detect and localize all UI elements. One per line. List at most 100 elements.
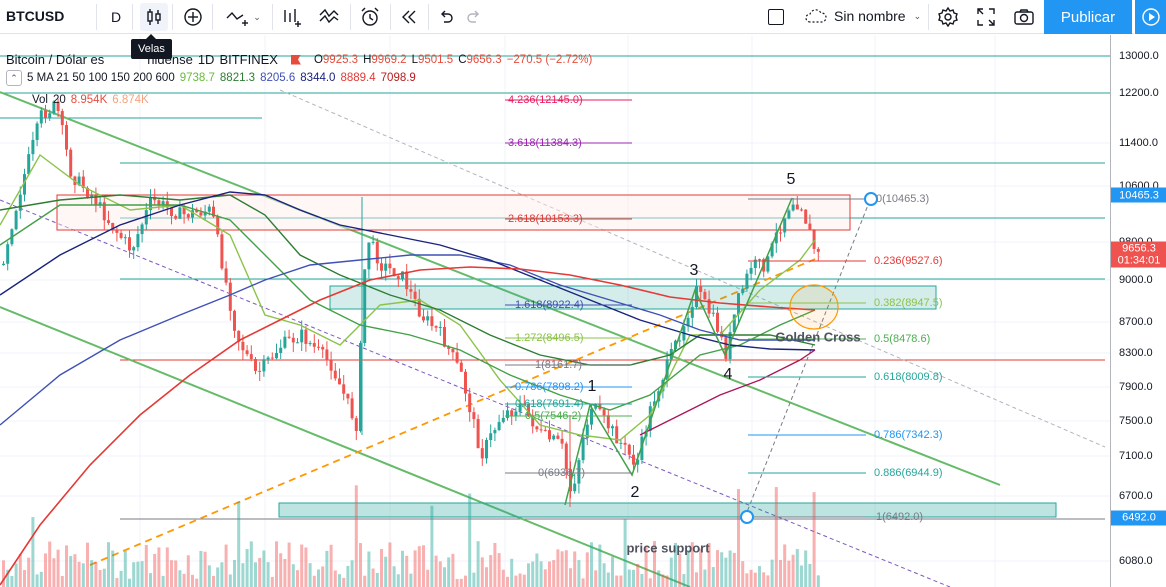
candle-body	[611, 426, 614, 429]
candle-body	[178, 207, 182, 219]
candle-body	[266, 357, 270, 360]
candle-body	[128, 237, 131, 251]
volume-bar	[35, 574, 39, 587]
candle-body	[640, 436, 644, 460]
fib-level-label: 0.618(7691.4)	[515, 398, 584, 410]
candle-body	[514, 411, 518, 416]
candle-body	[275, 353, 278, 359]
candle-body	[636, 459, 640, 465]
price-tick-label: 12200.0	[1119, 87, 1159, 99]
candle-body	[90, 195, 94, 197]
volume-bar	[426, 569, 430, 587]
alert-button[interactable]	[356, 3, 384, 31]
candle-body	[816, 248, 820, 252]
candle-body	[144, 210, 148, 225]
volume-bar	[552, 560, 556, 587]
volume-bar	[686, 550, 690, 587]
settings-button[interactable]	[934, 3, 962, 31]
play-button[interactable]	[1134, 0, 1166, 34]
candle-body	[766, 256, 770, 272]
volume-bar	[800, 565, 803, 587]
price-tag: 01:34:01	[1111, 252, 1166, 268]
candle-body	[543, 429, 547, 431]
replay-button[interactable]	[396, 3, 422, 31]
volume-bar	[77, 561, 81, 587]
volume-bar	[216, 567, 220, 587]
volume-bar	[774, 487, 778, 587]
price-support-label: price support	[626, 540, 710, 556]
volume-bar	[501, 569, 505, 587]
volume-bar	[695, 572, 698, 587]
chart-pane[interactable]: Bitcoin / Dólar es nidense 1D BITFINEX O…	[0, 35, 1110, 587]
candle-body	[518, 403, 522, 412]
fullscreen-icon	[977, 8, 995, 26]
fib-level-label: 0.618(8009.8)	[874, 371, 943, 383]
volume-bar	[182, 573, 186, 587]
chart-type-button[interactable]	[140, 3, 168, 31]
candle-body	[18, 194, 22, 211]
volume-bar	[39, 571, 43, 587]
candle-body	[564, 443, 568, 470]
candle-body	[539, 429, 543, 431]
volume-bar	[157, 547, 161, 587]
candle-body	[52, 101, 56, 114]
volume-bar	[195, 578, 199, 587]
price-axis[interactable]: 13000.012200.011400.010600.09800.09000.0…	[1110, 35, 1166, 587]
candle-body	[102, 202, 106, 221]
layout-checkbox[interactable]	[768, 9, 784, 25]
channel-line	[0, 306, 691, 587]
volume-bar	[816, 575, 820, 587]
volume-ma-value: 6.874K	[112, 94, 149, 106]
volume-bar	[720, 552, 724, 587]
fullscreen-button[interactable]	[972, 3, 1000, 31]
volume-bar	[132, 562, 136, 587]
candle-body	[136, 234, 140, 248]
add-indicator-button[interactable]	[180, 3, 206, 31]
candle-body	[703, 291, 707, 300]
volume-bar	[69, 556, 73, 587]
volume-bar	[81, 563, 85, 587]
toolbar-divider	[390, 4, 391, 30]
volume-bar	[648, 578, 652, 587]
volume-bar	[144, 544, 148, 587]
chevron-up-icon[interactable]: ⌃	[6, 70, 22, 86]
candle-body	[182, 207, 186, 215]
publish-button[interactable]: Publicar	[1044, 0, 1132, 34]
redo-button[interactable]	[462, 3, 486, 31]
symbol-search-button[interactable]: BTCUSD	[6, 8, 65, 24]
volume-bar	[615, 575, 619, 587]
volume-bar	[275, 541, 278, 587]
candle-body	[417, 298, 421, 317]
toolbar-divider	[350, 4, 351, 30]
candle-body	[548, 430, 551, 440]
candle-body	[594, 404, 598, 409]
compare-button[interactable]	[316, 3, 344, 31]
candle-body	[493, 430, 497, 434]
volume-bar	[10, 576, 14, 587]
undo-button[interactable]	[434, 3, 458, 31]
volume-label: Vol	[32, 94, 48, 106]
snapshot-button[interactable]	[1010, 3, 1038, 31]
price-chart[interactable]	[0, 35, 1110, 587]
volume-bar	[270, 577, 274, 587]
candle-body	[774, 232, 778, 244]
indicators-button[interactable]: ⌄	[220, 3, 266, 31]
volume-bar	[497, 553, 501, 587]
layout-name-button[interactable]: Sin nombre ⌄	[804, 8, 921, 24]
flag-icon[interactable]	[290, 54, 301, 65]
candle-body	[308, 343, 312, 345]
candle-body	[287, 336, 291, 338]
volume-bar	[363, 575, 367, 587]
price-tag: 10465.3	[1111, 187, 1166, 203]
exchange-label: BITFINEX	[219, 52, 278, 67]
candle-body	[422, 316, 425, 321]
ma-value: 8205.6	[260, 72, 296, 84]
volume-bar	[115, 578, 119, 587]
candle-body	[35, 123, 39, 140]
candle-body	[745, 273, 749, 289]
bars-settings-button[interactable]	[278, 3, 306, 31]
candle-body	[195, 210, 199, 213]
interval-button[interactable]: D	[110, 9, 122, 25]
candle-body	[401, 271, 404, 280]
undo-icon	[441, 10, 453, 23]
